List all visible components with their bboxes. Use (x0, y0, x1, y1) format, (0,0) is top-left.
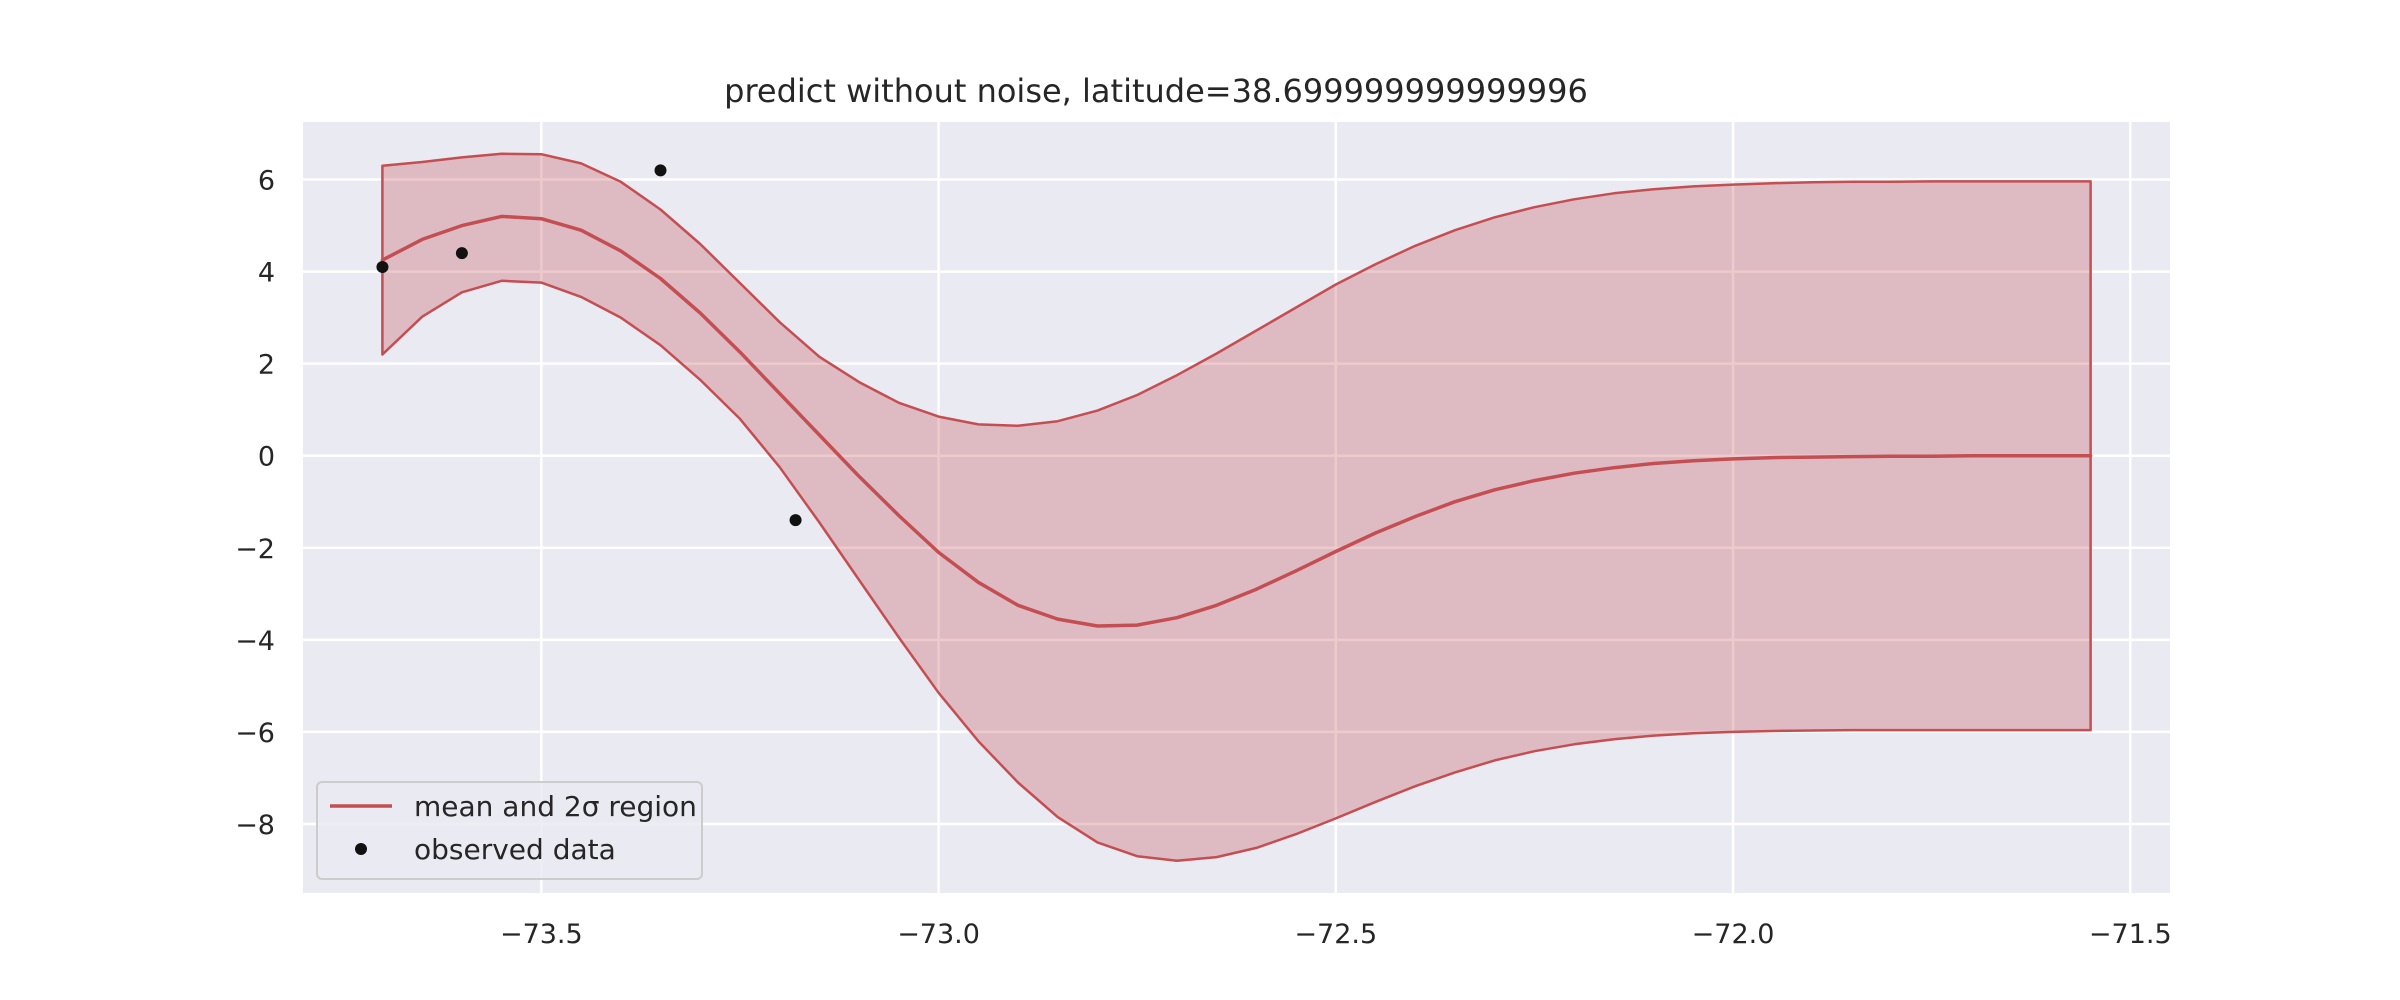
confidence-band (381, 152, 2092, 863)
x-tick-label: −73.0 (897, 919, 980, 950)
x-tick-label: −72.0 (1692, 919, 1775, 950)
y-tick-label: 4 (258, 258, 275, 289)
observed-points (376, 164, 802, 527)
y-tick-label: 0 (258, 442, 275, 473)
legend-point-swatch (355, 843, 367, 855)
mean-line (380, 214, 2093, 628)
observed-point (789, 514, 802, 527)
x-axis-ticks: −73.5 −73.0 −72.5 −72.0 −71.5 (500, 919, 2172, 950)
y-tick-label: 2 (258, 350, 275, 381)
y-tick-label: −8 (235, 810, 275, 841)
gridlines (303, 122, 2170, 893)
y-tick-label: 6 (258, 166, 275, 197)
observed-point (455, 247, 468, 260)
observed-point (376, 260, 389, 273)
legend: mean and 2σ region observed data (316, 781, 703, 880)
observed-point (654, 164, 667, 177)
x-tick-label: −73.5 (500, 919, 583, 950)
y-tick-label: −2 (235, 534, 275, 565)
plot-area (303, 122, 2170, 893)
legend-label-mean: mean and 2σ region (414, 790, 697, 823)
confidence-band-area (381, 152, 2092, 863)
legend-box (316, 781, 703, 880)
y-tick-label: −4 (235, 626, 275, 657)
series-lines (380, 214, 2093, 628)
legend-label-observed: observed data (414, 833, 616, 866)
y-axis-ticks: 6 4 2 0 −2 −4 −6 −8 (235, 166, 275, 841)
chart-title: predict without noise, latitude=38.69999… (724, 72, 1588, 110)
y-tick-label: −6 (235, 718, 275, 749)
x-tick-label: −71.5 (2089, 919, 2172, 950)
x-tick-label: −72.5 (1294, 919, 1377, 950)
